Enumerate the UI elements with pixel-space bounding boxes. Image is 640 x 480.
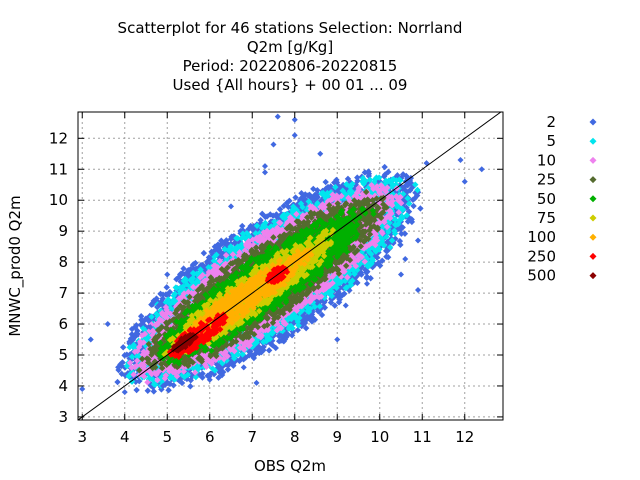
density-point (302, 324, 310, 332)
density-point (276, 206, 284, 213)
chart-title: Scatterplot for 46 stations Selection: N… (118, 19, 463, 94)
density-point (322, 178, 329, 186)
density-point (228, 354, 235, 361)
density-point (239, 222, 246, 230)
density-point (165, 387, 172, 394)
density-point (114, 378, 121, 386)
density-point (133, 386, 140, 394)
density-point (119, 344, 127, 351)
density-point (159, 295, 166, 302)
density-point (187, 383, 194, 390)
density-point (150, 388, 158, 395)
density-point (265, 347, 273, 354)
title-line-1: Scatterplot for 46 stations Selection: N… (118, 19, 463, 37)
density-point (158, 386, 165, 393)
title-line-3: Period: 20220806-20220815 (183, 57, 398, 75)
title-line-2: Q2m [g/Kg] (247, 38, 333, 56)
density-point (272, 344, 279, 352)
density-point (144, 387, 151, 394)
density-point (417, 205, 424, 212)
density-point (398, 230, 405, 237)
density-point (381, 163, 388, 171)
density-point (401, 230, 409, 237)
plot-area (78, 112, 503, 420)
density-point (331, 302, 338, 309)
density-point (200, 249, 208, 257)
density-point (397, 241, 404, 249)
density-cloud (114, 163, 424, 395)
density-point (163, 284, 170, 291)
title-line-4: Used {All hours} + 00 01 ... 09 (173, 76, 408, 94)
